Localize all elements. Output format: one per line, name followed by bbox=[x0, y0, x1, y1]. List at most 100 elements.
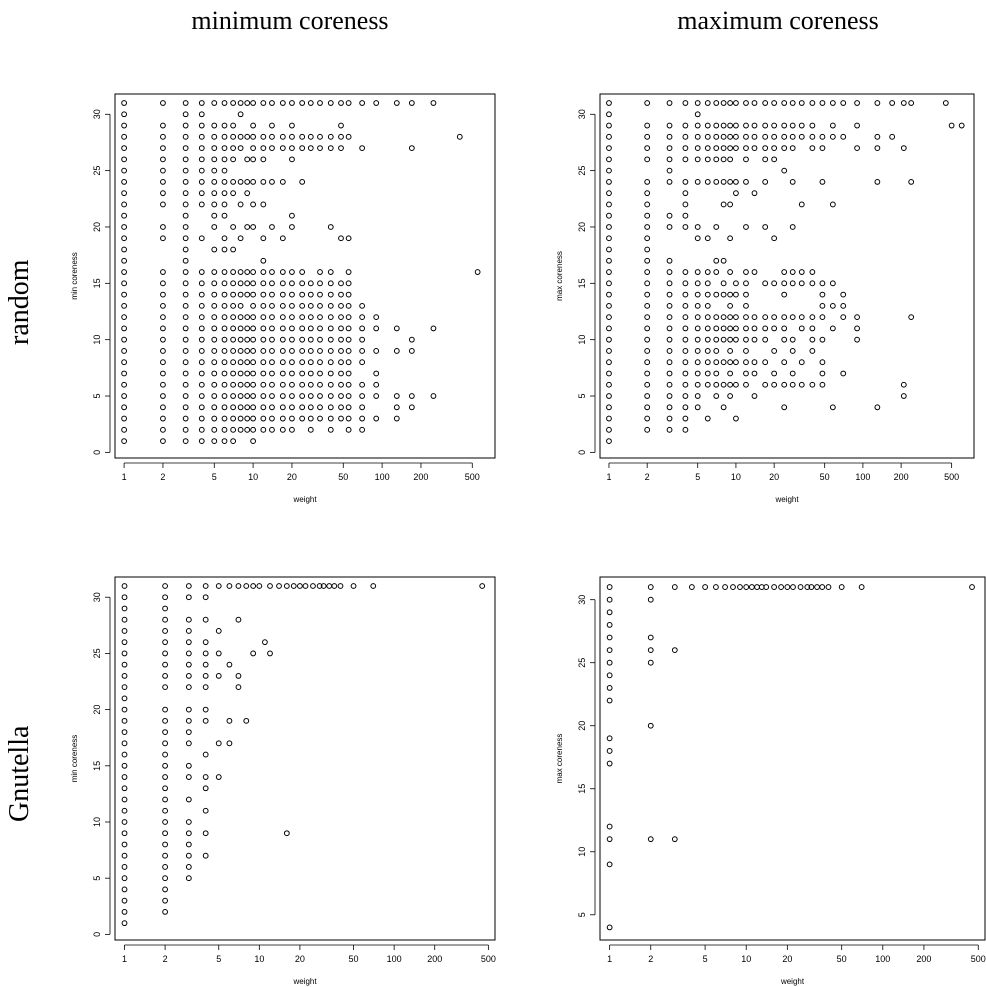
data-point bbox=[260, 336, 267, 343]
data-point bbox=[762, 156, 769, 163]
data-point bbox=[781, 145, 788, 151]
data-point bbox=[345, 348, 352, 354]
data-point bbox=[762, 314, 769, 321]
data-point bbox=[647, 659, 654, 666]
data-point bbox=[713, 393, 720, 399]
data-point bbox=[644, 280, 651, 287]
data-point bbox=[751, 122, 758, 129]
data-point bbox=[215, 583, 222, 589]
data-point bbox=[221, 201, 228, 208]
data-point bbox=[644, 190, 651, 197]
data-point bbox=[299, 179, 306, 185]
y-tick-label: 25 bbox=[92, 166, 102, 176]
data-point bbox=[260, 393, 267, 399]
data-point bbox=[269, 122, 275, 129]
data-point bbox=[182, 359, 189, 366]
data-point bbox=[338, 100, 344, 106]
data-point bbox=[771, 584, 778, 590]
data-point bbox=[338, 280, 344, 287]
data-point bbox=[720, 336, 727, 343]
data-point bbox=[211, 393, 218, 399]
data-point bbox=[819, 291, 826, 298]
data-point bbox=[198, 370, 205, 377]
data-point bbox=[160, 235, 166, 242]
data-point bbox=[160, 190, 166, 197]
data-point bbox=[182, 156, 189, 163]
data-point bbox=[230, 393, 237, 399]
data-point bbox=[647, 647, 654, 654]
x-axis-label: weight bbox=[774, 495, 799, 504]
data-point bbox=[606, 404, 612, 411]
data-point bbox=[244, 269, 251, 275]
data-point bbox=[327, 415, 334, 422]
data-point bbox=[606, 190, 612, 197]
data-point bbox=[121, 672, 128, 679]
data-point bbox=[211, 336, 218, 343]
y-tick-label: 15 bbox=[92, 278, 102, 288]
data-point bbox=[162, 852, 168, 859]
data-point bbox=[694, 280, 701, 287]
panel-gnutella-min: 1 2 5 10 20 50 100 200 500weight051015202530min … bbox=[70, 576, 496, 986]
data-point bbox=[327, 145, 334, 151]
data-point bbox=[393, 325, 400, 332]
data-point bbox=[647, 584, 654, 590]
data-point bbox=[121, 819, 128, 825]
data-point bbox=[244, 336, 251, 343]
data-point bbox=[606, 269, 612, 275]
data-point bbox=[289, 325, 295, 332]
data-point bbox=[237, 381, 244, 388]
data-point bbox=[854, 336, 860, 343]
data-point bbox=[781, 336, 788, 343]
data-point bbox=[198, 302, 205, 309]
data-point bbox=[202, 717, 209, 724]
data-point bbox=[720, 314, 727, 321]
data-point bbox=[244, 314, 251, 321]
data-point bbox=[748, 584, 755, 590]
data-point bbox=[606, 609, 613, 616]
data-point bbox=[704, 235, 711, 242]
data-point bbox=[299, 145, 306, 151]
data-point bbox=[727, 269, 734, 275]
data-point bbox=[682, 156, 689, 163]
data-point bbox=[606, 302, 612, 309]
data-point bbox=[682, 291, 689, 298]
data-point bbox=[713, 156, 720, 163]
data-point bbox=[408, 336, 415, 343]
data-point bbox=[666, 393, 673, 399]
data-point bbox=[279, 426, 286, 433]
data-point bbox=[215, 774, 222, 780]
data-point bbox=[230, 426, 237, 433]
data-point bbox=[182, 257, 189, 264]
data-point bbox=[279, 370, 286, 377]
x-tick-label: 20 bbox=[782, 954, 792, 964]
data-point bbox=[644, 179, 651, 185]
data-point bbox=[256, 583, 263, 589]
data-point bbox=[727, 348, 734, 354]
data-point bbox=[338, 314, 344, 321]
data-point bbox=[345, 314, 352, 321]
data-point bbox=[299, 302, 306, 309]
data-point bbox=[606, 280, 612, 287]
data-point bbox=[221, 246, 228, 253]
data-point bbox=[202, 594, 209, 601]
data-point bbox=[704, 370, 711, 377]
data-point bbox=[874, 179, 881, 185]
data-point bbox=[789, 122, 796, 129]
data-point bbox=[762, 359, 769, 366]
data-point bbox=[809, 280, 816, 287]
data-point bbox=[327, 133, 334, 140]
data-point bbox=[854, 122, 860, 129]
data-point bbox=[279, 269, 286, 275]
data-point bbox=[666, 156, 673, 163]
data-point bbox=[198, 348, 205, 354]
data-point bbox=[244, 291, 251, 298]
data-point bbox=[269, 381, 275, 388]
data-point bbox=[682, 133, 689, 140]
data-point bbox=[198, 201, 205, 208]
data-point bbox=[162, 594, 168, 601]
data-point bbox=[182, 314, 189, 321]
data-point bbox=[327, 404, 334, 411]
data-point bbox=[221, 393, 228, 399]
data-point bbox=[221, 133, 228, 140]
data-point bbox=[327, 336, 334, 343]
